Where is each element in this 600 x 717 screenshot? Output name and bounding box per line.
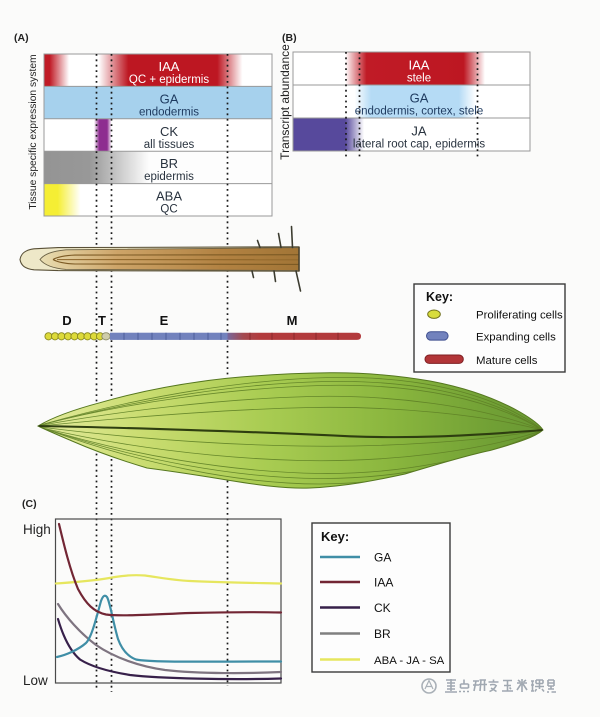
svg-text:Key:: Key: (321, 529, 349, 544)
svg-text:GA: GA (374, 551, 391, 565)
svg-text:lateral root cap, epidermis: lateral root cap, epidermis (353, 139, 486, 151)
svg-text:endodermis, cortex, stele: endodermis, cortex, stele (355, 106, 483, 118)
svg-text:IAA: IAA (409, 58, 430, 73)
svg-text:(A): (A) (14, 32, 29, 44)
svg-text:ABA: ABA (156, 189, 182, 204)
svg-text:BR: BR (160, 156, 178, 171)
svg-text:all tissues: all tissues (144, 139, 195, 151)
svg-text:(C): (C) (22, 498, 37, 510)
svg-text:Key:: Key: (426, 290, 453, 304)
svg-text:QC: QC (160, 204, 177, 216)
svg-text:GA: GA (410, 91, 429, 106)
svg-text:Mature cells: Mature cells (476, 355, 538, 367)
svg-text:BR: BR (374, 627, 391, 641)
svg-text:endodermis: endodermis (139, 107, 199, 119)
svg-text:High: High (23, 522, 51, 537)
svg-text:Transcript abundance: Transcript abundance (278, 44, 292, 160)
svg-text:Tissue specific expression sys: Tissue specific expression system (28, 54, 39, 209)
svg-text:CK: CK (160, 124, 178, 139)
svg-text:CK: CK (374, 601, 391, 615)
svg-text:Proliferating cells: Proliferating cells (476, 310, 563, 322)
svg-text:E: E (160, 313, 169, 328)
svg-text:epidermis: epidermis (144, 171, 194, 183)
svg-text:(B): (B) (282, 32, 297, 44)
svg-text:JA: JA (411, 124, 427, 139)
svg-text:Low: Low (23, 673, 48, 688)
svg-text:QC + epidermis: QC + epidermis (129, 74, 209, 86)
svg-text:ABA - JA - SA: ABA - JA - SA (374, 655, 445, 667)
svg-text:IAA: IAA (159, 59, 180, 74)
svg-text:stele: stele (407, 73, 431, 85)
svg-text:IAA: IAA (374, 576, 393, 590)
svg-text:Expanding cells: Expanding cells (476, 332, 556, 344)
svg-text:GA: GA (160, 92, 179, 107)
svg-text:M: M (287, 313, 298, 328)
svg-text:D: D (62, 313, 71, 328)
svg-text:T: T (98, 313, 106, 328)
